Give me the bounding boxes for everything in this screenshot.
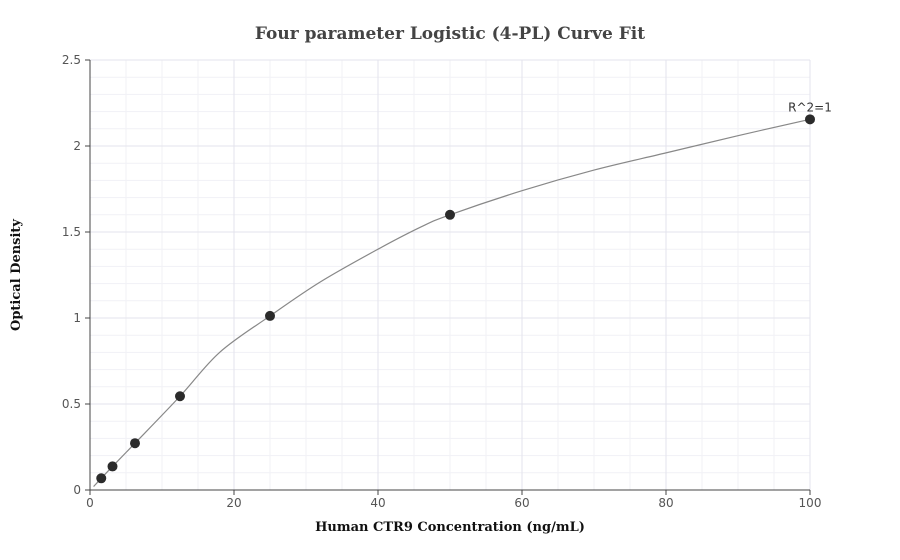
axes xyxy=(89,60,810,491)
data-point xyxy=(265,310,275,321)
data-point xyxy=(445,209,455,220)
x-axis-label: Human CTR9 Concentration (ng/mL) xyxy=(315,520,585,535)
x-tick-label: 0 xyxy=(86,496,94,510)
y-tick-label: 2.5 xyxy=(62,53,81,67)
x-tick-label: 40 xyxy=(370,496,385,510)
y-tick-label: 2 xyxy=(73,139,81,153)
r-squared-annotation: R^2=1 xyxy=(788,100,832,114)
y-tick-label: 0 xyxy=(73,483,81,497)
data-point xyxy=(96,473,107,484)
data-point xyxy=(175,391,185,402)
fit-curve-group xyxy=(93,118,811,487)
data-point xyxy=(130,438,140,449)
y-tick-label: 0.5 xyxy=(62,397,81,411)
chart-title: Four parameter Logistic (4-PL) Curve Fit xyxy=(255,24,645,44)
data-point xyxy=(805,114,815,125)
data-points xyxy=(96,114,815,484)
y-axis-label: Optical Density xyxy=(9,219,24,331)
x-tick-label: 60 xyxy=(514,496,529,510)
fit-curve-line xyxy=(93,118,811,487)
y-tick-label: 1.5 xyxy=(62,225,81,239)
y-tick-label: 1 xyxy=(73,311,81,325)
x-tick-label: 80 xyxy=(658,496,673,510)
x-tick-label: 100 xyxy=(799,496,822,510)
data-point xyxy=(107,461,118,472)
ticks: 0 20 40 60 80 100 0 0.5 1 1.5 2 2.5 xyxy=(62,53,822,510)
x-tick-label: 20 xyxy=(226,496,241,510)
grid xyxy=(89,59,811,491)
